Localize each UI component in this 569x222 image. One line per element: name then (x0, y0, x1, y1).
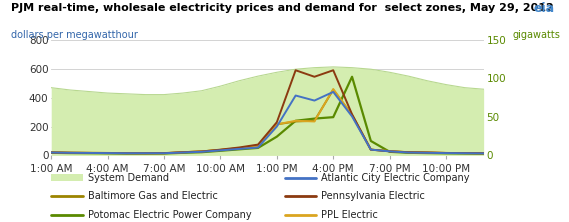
Text: Baltimore Gas and Electric: Baltimore Gas and Electric (88, 191, 218, 202)
Text: PPL Electric: PPL Electric (321, 210, 378, 220)
Text: eia: eia (534, 2, 555, 15)
Text: Potomac Electric Power Company: Potomac Electric Power Company (88, 210, 252, 220)
Text: dollars per megawatthour: dollars per megawatthour (11, 30, 138, 40)
Text: Pennsylvania Electric: Pennsylvania Electric (321, 191, 426, 202)
Text: gigawatts: gigawatts (513, 30, 560, 40)
Text: PJM real-time, wholesale electricity prices and demand for  select zones, May 29: PJM real-time, wholesale electricity pri… (11, 3, 554, 13)
Text: Atlantic City Electric Company: Atlantic City Electric Company (321, 172, 470, 183)
Text: System Demand: System Demand (88, 172, 169, 183)
